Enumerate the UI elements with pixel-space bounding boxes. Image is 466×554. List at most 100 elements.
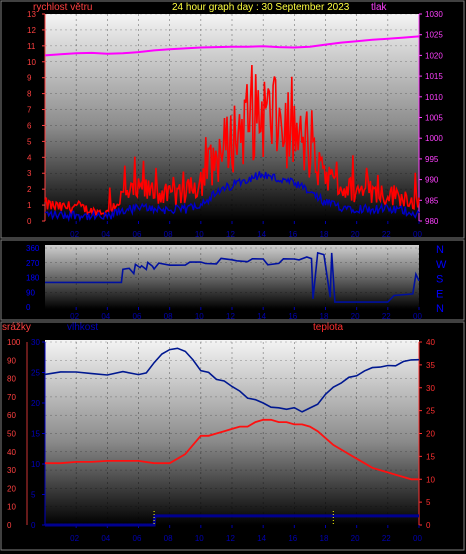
temperature-tick-label: 30 (426, 384, 435, 393)
wind-tick-label: 3 (27, 169, 32, 178)
compass-label: S (436, 274, 443, 286)
hour-tick-label: 12 (226, 230, 235, 239)
wind-speed-axis-label: rychlost větru (33, 2, 92, 13)
wind-tick-label: 0 (27, 217, 32, 226)
humidity-tick-label: 10 (31, 460, 40, 469)
hour-tick-label: 04 (101, 230, 110, 239)
series-temperature (45, 418, 419, 481)
rain-axis-label: srážky (2, 322, 31, 333)
hour-tick-label: 06 (133, 230, 142, 239)
pressure-tick-label: 1015 (425, 72, 443, 81)
hour-tick-label: 16 (288, 534, 297, 543)
hour-tick-label: 08 (164, 534, 173, 543)
hour-tick-label: 04 (101, 534, 110, 543)
top-panel-frame (0, 0, 465, 239)
wind-tick-label: 4 (27, 153, 32, 162)
rain-tick-label: 10 (7, 503, 16, 512)
hour-tick-label: 00 (413, 230, 422, 239)
pressure-tick-label: 985 (425, 196, 439, 205)
hour-tick-label: 14 (257, 534, 266, 543)
wind-tick-label: 11 (27, 42, 36, 51)
humidity-axis-label: vlhkost (67, 322, 98, 333)
direction-tick-label: 0 (26, 303, 31, 312)
series-wind-speed-low (44, 171, 420, 223)
hour-tick-label: 20 (351, 230, 360, 239)
humidity-tick-label: 5 (31, 491, 36, 500)
pressure-tick-label: 995 (425, 155, 439, 164)
hour-tick-label: 10 (195, 312, 204, 321)
pressure-tick-label: 990 (425, 176, 439, 185)
hour-tick-label: 22 (382, 312, 391, 321)
rain-tick-label: 30 (7, 466, 16, 475)
temperature-axis-label: teplota (313, 322, 343, 333)
direction-tick-label: 270 (26, 259, 40, 268)
hour-tick-label: 02 (70, 230, 79, 239)
hour-tick-label: 10 (195, 534, 204, 543)
hour-tick-label: 12 (226, 534, 235, 543)
pressure-tick-label: 1005 (425, 114, 443, 123)
hour-tick-label: 22 (382, 230, 391, 239)
rain-tick-label: 40 (7, 448, 16, 457)
series-humidity (44, 347, 420, 413)
direction-tick-label: 90 (26, 288, 35, 297)
hour-tick-label: 12 (226, 312, 235, 321)
humidity-tick-label: 30 (31, 338, 40, 347)
pressure-tick-label: 980 (425, 217, 439, 226)
wind-tick-label: 1 (27, 201, 32, 210)
hour-tick-label: 14 (257, 230, 266, 239)
hour-tick-label: 02 (70, 312, 79, 321)
humidity-tick-label: 15 (31, 430, 40, 439)
wind-tick-label: 6 (27, 121, 32, 130)
wind-tick-label: 12 (27, 26, 36, 35)
wind-tick-label: 7 (27, 106, 32, 115)
humidity-tick-label: 0 (31, 521, 36, 530)
hour-tick-label: 20 (351, 534, 360, 543)
temperature-tick-label: 0 (426, 521, 431, 530)
hour-tick-label: 18 (320, 312, 329, 321)
chart-title: 24 hour graph day : 30 September 2023 (172, 2, 350, 13)
compass-label: N (436, 244, 444, 256)
wind-tick-label: 10 (27, 58, 36, 67)
hour-tick-label: 00 (413, 312, 422, 321)
rain-tick-label: 90 (7, 356, 16, 365)
rain-tick-label: 0 (7, 521, 12, 530)
series-wind-direction (45, 251, 420, 303)
series-wind-speed (44, 64, 420, 218)
direction-tick-label: 360 (26, 244, 40, 253)
temperature-tick-label: 15 (426, 452, 435, 461)
hour-tick-label: 10 (195, 230, 204, 239)
rain-tick-label: 50 (7, 430, 16, 439)
hour-tick-label: 20 (351, 312, 360, 321)
series-pressure (44, 35, 420, 57)
hour-tick-label: 06 (133, 534, 142, 543)
top-plot-area (45, 14, 419, 221)
wind-tick-label: 2 (27, 185, 32, 194)
humidity-tick-label: 20 (31, 399, 40, 408)
temperature-tick-label: 5 (426, 498, 431, 507)
pressure-tick-label: 1010 (425, 93, 443, 102)
rain-tick-label: 70 (7, 393, 16, 402)
wind-tick-label: 9 (27, 74, 32, 83)
direction-tick-label: 180 (26, 274, 40, 283)
pressure-tick-label: 1000 (425, 134, 443, 143)
wind-tick-label: 5 (27, 137, 32, 146)
temperature-tick-label: 20 (426, 430, 435, 439)
hour-tick-label: 02 (70, 534, 79, 543)
hour-tick-label: 06 (133, 312, 142, 321)
hour-tick-label: 00 (413, 534, 422, 543)
wind-tick-label: 13 (27, 10, 36, 19)
compass-label: N (436, 303, 444, 315)
humidity-tick-label: 25 (31, 369, 40, 378)
compass-label: E (436, 288, 443, 300)
hour-tick-label: 16 (288, 312, 297, 321)
wind-tick-label: 8 (27, 90, 32, 99)
pressure-tick-label: 1025 (425, 31, 443, 40)
rain-tick-label: 20 (7, 484, 16, 493)
rain-tick-label: 60 (7, 411, 16, 420)
hour-tick-label: 08 (164, 230, 173, 239)
hour-tick-label: 08 (164, 312, 173, 321)
hour-tick-label: 22 (382, 534, 391, 543)
compass-label: W (436, 259, 447, 271)
